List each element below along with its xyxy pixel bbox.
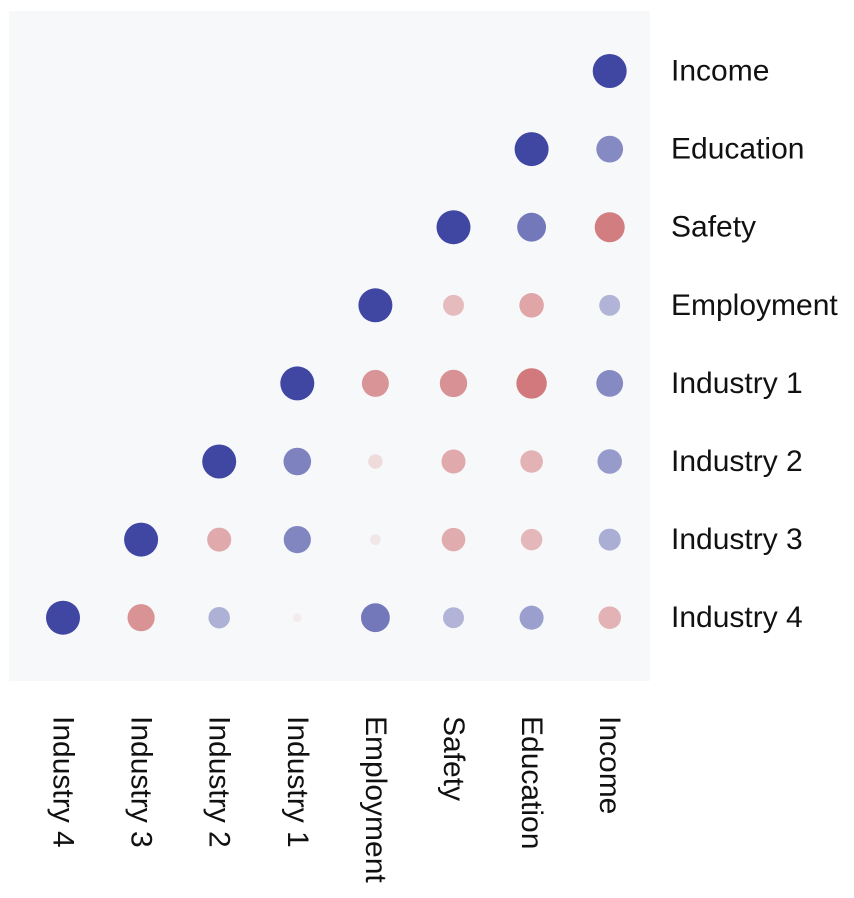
correlation-dot [202,444,237,479]
y-tick-label: Industry 3 [671,523,803,556]
y-tick-label: Employment [671,289,838,322]
y-tick-label: Education [671,133,804,166]
correlation-dot [599,294,621,316]
x-tick-label: Education [515,716,548,849]
y-tick-label: Industry 1 [671,367,803,400]
correlation-dot [520,450,543,473]
correlation-dot [370,534,381,545]
correlation-dot [436,210,471,245]
x-tick-labels: Industry 4 Industry 3 Industry 2 Industry 1… [47,716,627,883]
correlation-dot [596,135,624,163]
correlation-dot [368,454,383,469]
correlation-dot [280,366,315,401]
plot-panel [9,11,650,681]
correlation-dot [514,132,549,167]
correlation-dot [596,370,624,397]
correlation-dot [441,527,466,552]
x-tick-label: Income [593,716,626,814]
y-tick-label: Income [671,55,769,88]
correlation-dot [443,294,464,316]
correlation-dot [517,212,547,242]
x-tick-label: Industry 1 [281,716,314,848]
correlation-dot [520,528,543,551]
x-tick-label: Employment [359,716,392,883]
correlation-dot [598,528,621,551]
x-tick-label: Industry 3 [125,716,158,848]
correlation-dot [597,449,622,474]
correlation-dot [361,369,389,397]
correlation-dot [519,293,544,318]
correlation-dot [360,603,390,633]
correlation-dot [516,368,547,399]
correlation-dot [598,606,621,629]
correlation-dot [358,288,393,323]
correlation-dot [46,600,80,635]
y-tick-label: Industry 2 [671,445,803,478]
x-tick-label: Industry 4 [47,716,80,848]
correlation-dot [519,605,544,630]
correlation-dot [594,212,625,243]
correlation-dot [283,526,311,554]
correlation-cells [46,54,627,635]
x-tick-label: Industry 2 [203,716,236,848]
correlation-dot [443,607,464,629]
correlation-dot [592,54,627,88]
correlation-dot [207,527,232,552]
x-tick-label: Safety [437,716,470,801]
correlation-dot [127,604,155,632]
correlation-dot [124,522,159,557]
correlation-dot [292,613,302,623]
y-tick-label: Safety [671,211,756,244]
y-tick-label: Industry 4 [671,601,803,634]
correlation-dot [283,447,312,476]
correlation-dot [439,369,468,398]
correlation-dot [441,449,466,474]
y-tick-labels: Income Education Safety Employment Industry … [671,55,838,635]
correlation-dot [208,606,230,629]
